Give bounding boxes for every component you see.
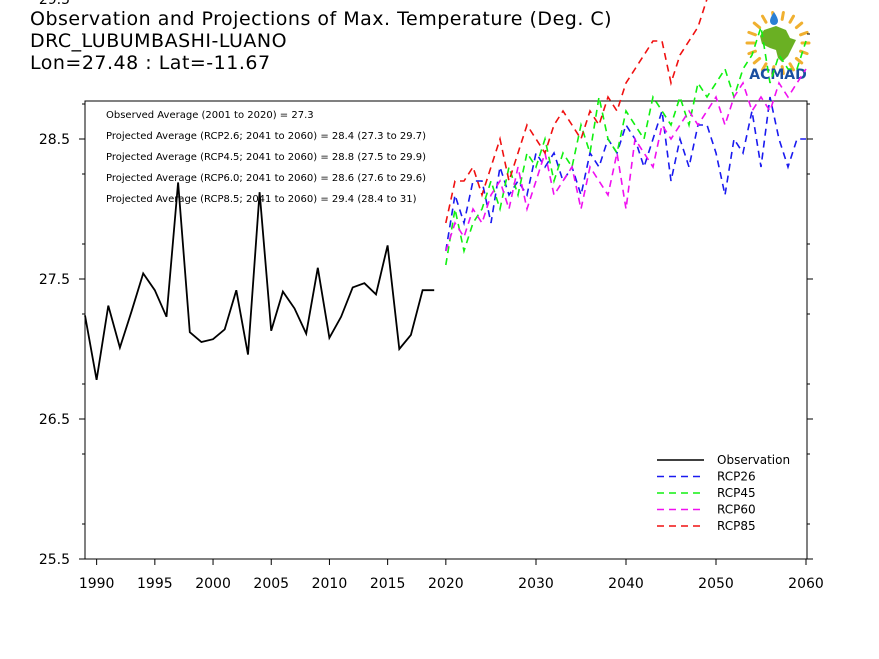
x-tick-label: 2015 [370, 576, 406, 592]
stat-line: Projected Average (RCP8.5; 2041 to 2060)… [106, 194, 417, 205]
station-coordinates: Lon=27.48 : Lat=-11.67 [30, 52, 271, 74]
sun-ray [799, 30, 809, 37]
legend-label: Observation [717, 453, 790, 467]
x-tick-label: 1990 [79, 576, 115, 592]
y-tick-label: 29.5 [39, 0, 70, 8]
y-tick-label: 25.5 [39, 552, 70, 568]
x-tick-label: 1995 [137, 576, 173, 592]
station-name: DRC_LUBUMBASHI-LUANO [30, 30, 288, 52]
legend-label: RCP45 [717, 486, 756, 500]
legend-label: RCP85 [717, 519, 756, 533]
sun-ray [761, 14, 768, 24]
legend: Observation RCP26 RCP45 RCP60 RCP85 [657, 453, 790, 533]
x-tick-label: 2040 [608, 576, 644, 592]
sun-ray [761, 62, 768, 72]
x-tick-label: 2010 [312, 576, 348, 592]
chart-title-block: Observation and Projections of Max. Temp… [30, 8, 612, 74]
sun-ray [788, 62, 795, 72]
legend-label: RCP60 [717, 503, 756, 517]
sun-ray [780, 10, 785, 21]
x-tick-label: 2020 [428, 576, 464, 592]
y-tick-label: 26.5 [39, 412, 70, 428]
sun-ray [752, 21, 762, 30]
stat-line: Projected Average (RCP6.0; 2041 to 2060)… [106, 173, 426, 184]
sun-ray [747, 30, 757, 37]
series-line-rcp45 [445, 26, 807, 266]
x-tick-label: 2060 [788, 576, 824, 592]
y-tick-label: 28.5 [39, 132, 70, 148]
stat-line: Projected Average (RCP2.6; 2041 to 2060)… [106, 131, 426, 142]
sun-ray [788, 14, 795, 24]
y-tick-label: 27.5 [39, 272, 70, 288]
x-tick-label: 2050 [698, 576, 734, 592]
africa-map-icon [760, 26, 796, 62]
plot-frame [84, 100, 808, 560]
series-line-rcp85 [445, 0, 708, 224]
series-line-observation [84, 182, 435, 380]
water-drop-icon [770, 12, 778, 25]
x-tick-label: 2030 [518, 576, 554, 592]
sun-ray [794, 56, 804, 65]
legend-label: RCP26 [717, 470, 756, 484]
sun-ray [794, 21, 804, 30]
x-tick-label: 2005 [253, 576, 289, 592]
sun-ray [780, 65, 785, 76]
stat-line: Projected Average (RCP4.5; 2041 to 2060)… [106, 152, 426, 163]
sun-ray [752, 56, 762, 65]
series-line-rcp26 [445, 96, 806, 252]
chart-title: Observation and Projections of Max. Temp… [30, 8, 613, 30]
series-line-rcp60 [445, 68, 807, 252]
stat-line: Observed Average (2001 to 2020) = 27.3 [106, 110, 314, 121]
statistics-annotations: Observed Average (2001 to 2020) = 27.3 Pr… [106, 110, 426, 205]
x-tick-label: 2000 [195, 576, 231, 592]
data-series [84, 0, 807, 380]
logo-text: ACMAD [749, 67, 807, 83]
y-axis: 25.526.527.528.529.530.531.5 [39, 0, 813, 568]
x-axis: 1990 1995 2000 2005 2010 2015 2020 2030 2040 2050… [79, 559, 824, 592]
sun-ray [799, 49, 809, 56]
